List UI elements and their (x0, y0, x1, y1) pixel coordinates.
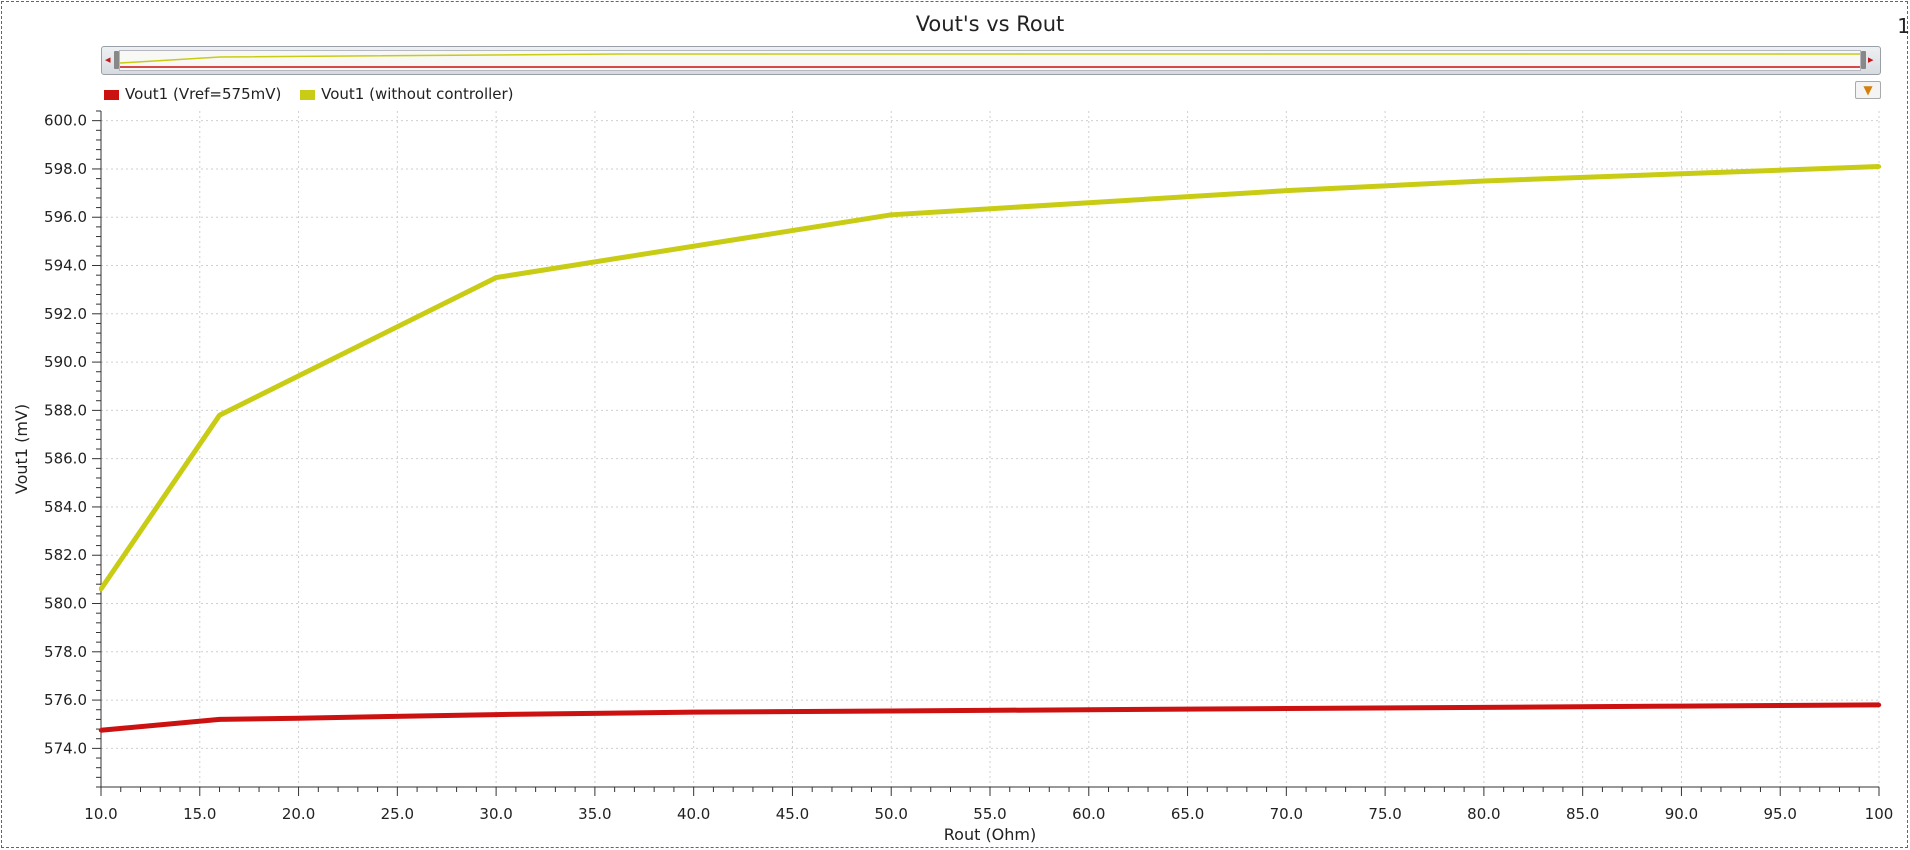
y-tick-label: 600.0 (44, 112, 87, 130)
series-1-point (889, 708, 894, 714)
legend-label: Vout1 (Vref=575mV) (125, 85, 282, 103)
overview-series-yellow (120, 53, 1860, 64)
x-tick-label: 95.0 (1764, 805, 1797, 823)
series-1-point (1086, 707, 1091, 712)
x-tick-label: 45.0 (776, 805, 809, 823)
legend-label: Vout1 (without controller) (321, 85, 514, 103)
overview-right-handle[interactable] (1861, 51, 1866, 69)
y-tick-label: 592.0 (44, 305, 87, 323)
series-2-point (1086, 200, 1091, 205)
y-tick-label: 584.0 (44, 498, 87, 516)
x-tick-label: 20.0 (282, 805, 315, 823)
x-tick-label: 75.0 (1368, 805, 1401, 823)
overview-plot (119, 50, 1861, 71)
series-1-point (691, 709, 696, 715)
x-tick-label: 90.0 (1665, 805, 1698, 823)
y-tick-label: 582.0 (44, 546, 87, 564)
series-1-point (493, 712, 499, 717)
y-axis-title: Vout1 (mV) (12, 404, 31, 494)
y-tick-label: 574.0 (44, 739, 87, 757)
x-tick-label: 60.0 (1072, 805, 1105, 823)
overview-lines (120, 53, 1860, 68)
chart-title: Vout's vs Rout (915, 12, 1065, 36)
y-tick-label: 578.0 (44, 643, 87, 661)
y-tick-label: 596.0 (44, 208, 87, 226)
legend-swatch-red (104, 89, 119, 100)
x-axis-title: Rout (Ohm) (944, 825, 1037, 844)
series-2-point (217, 413, 222, 418)
x-tick-label: 50.0 (875, 805, 908, 823)
x-tick-label: 35.0 (578, 805, 611, 823)
series-1-point (1284, 706, 1289, 711)
y-tick-label: 580.0 (44, 595, 87, 613)
scroll-left-icon[interactable]: ◂ (105, 53, 111, 66)
filter-icon[interactable]: ▼ (1855, 81, 1881, 99)
series-2-point (1481, 178, 1487, 184)
series-1-point (217, 717, 222, 722)
y-tick-label: 598.0 (44, 160, 87, 178)
y-tick-label: 586.0 (44, 450, 87, 468)
x-tick-label: 70.0 (1270, 805, 1303, 823)
series-1-point (296, 715, 301, 721)
series-2-point (889, 212, 894, 218)
scroll-right-icon[interactable]: ▸ (1868, 53, 1874, 66)
series-2-point (1876, 164, 1882, 169)
x-tick-label: 40.0 (677, 805, 710, 823)
legend-swatch-yellow (300, 89, 316, 100)
overview-scrollbar[interactable]: ◂ ▸ (101, 46, 1881, 75)
legend-item-vref[interactable]: Vout1 (Vref=575mV) (104, 85, 281, 103)
series-2-point (493, 275, 499, 280)
series-1-point (98, 728, 104, 733)
x-tick-label: 25.0 (381, 805, 414, 823)
overview-left-handle[interactable] (114, 51, 119, 69)
x-tick-label: 65.0 (1171, 805, 1204, 823)
corner-mark: 1 (1897, 14, 1910, 38)
x-tick-label: 10.0 (84, 805, 117, 823)
series-1-point (1481, 705, 1487, 710)
series-1-point (1876, 702, 1882, 708)
y-tick-label: 590.0 (44, 353, 87, 371)
y-tick-label: 576.0 (44, 691, 87, 709)
legend-item-no-controller[interactable]: Vout1 (without controller) (300, 85, 514, 103)
x-tick-label: 15.0 (183, 805, 216, 823)
x-tick-label: 80.0 (1467, 805, 1500, 823)
series-2-point (1679, 171, 1684, 176)
series-1-point (1679, 703, 1684, 709)
x-tick-label: 30.0 (479, 805, 512, 823)
x-tick-label: 55.0 (973, 805, 1006, 823)
series-2-point (1284, 188, 1289, 193)
legend: Vout1 (Vref=575mV) Vout1 (without contro… (104, 85, 528, 107)
y-tick-label: 588.0 (44, 401, 87, 419)
x-tick-label: 85.0 (1566, 805, 1599, 823)
x-tick-label: 100 (1865, 805, 1894, 823)
y-tick-label: 594.0 (44, 257, 87, 275)
series-2-point (98, 586, 104, 592)
